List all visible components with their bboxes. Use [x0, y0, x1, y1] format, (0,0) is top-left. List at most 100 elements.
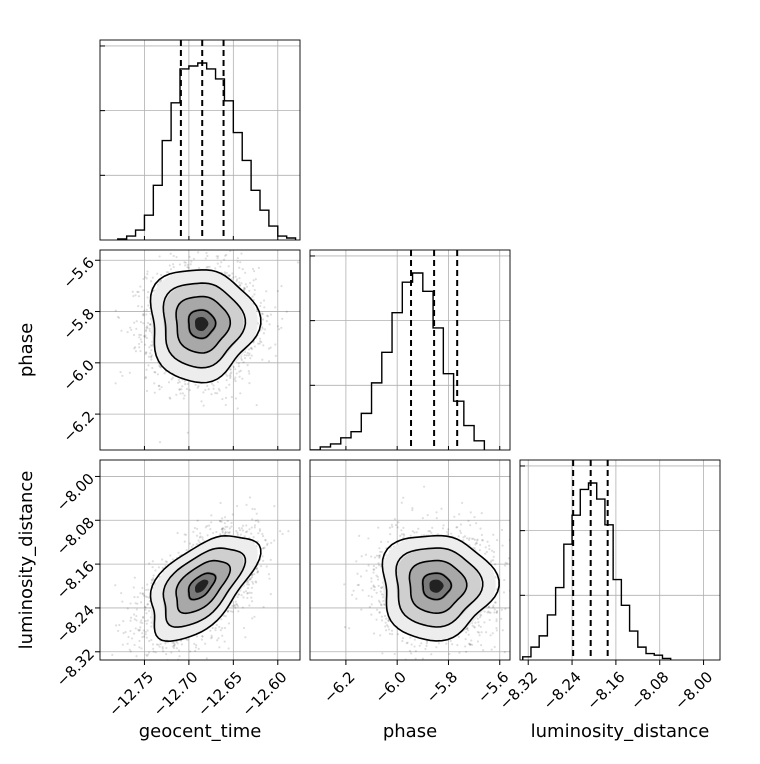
scatter-group — [104, 496, 290, 675]
sample-point — [233, 366, 235, 368]
sample-point — [146, 637, 148, 639]
sample-point — [260, 565, 262, 567]
sample-point — [261, 312, 263, 314]
sample-point — [221, 521, 223, 523]
sample-point — [178, 655, 180, 657]
sample-point — [228, 265, 230, 267]
sample-point — [194, 384, 196, 386]
sample-point — [197, 520, 199, 522]
sample-point — [130, 650, 132, 652]
sample-point — [235, 397, 237, 399]
sample-point — [207, 534, 209, 536]
sample-point — [145, 377, 147, 379]
sample-point — [218, 646, 220, 648]
sample-point — [251, 526, 253, 528]
sample-point — [117, 630, 119, 632]
sample-point — [242, 268, 244, 270]
sample-point — [170, 245, 172, 247]
sample-point — [143, 310, 145, 312]
panel-phase-geocent_time: −6.2−6.0−5.8−5.6 — [60, 226, 300, 450]
sample-point — [261, 555, 263, 557]
sample-point — [238, 362, 240, 364]
sample-point — [242, 361, 244, 363]
sample-point — [145, 654, 147, 656]
sample-point — [146, 273, 148, 275]
sample-point — [246, 354, 248, 356]
sample-point — [270, 593, 272, 595]
sample-point — [186, 266, 188, 268]
sample-point — [245, 504, 247, 506]
sample-point — [236, 532, 238, 534]
sample-point — [223, 259, 225, 261]
sample-point — [251, 581, 253, 583]
sample-point — [137, 291, 139, 293]
sample-point — [173, 255, 175, 257]
sample-point — [225, 373, 227, 375]
sample-point — [133, 644, 135, 646]
sample-point — [226, 379, 228, 381]
sample-point — [189, 389, 191, 391]
sample-point — [160, 643, 162, 645]
sample-point — [211, 635, 213, 637]
sample-point — [250, 577, 252, 579]
sample-point — [242, 606, 244, 608]
sample-point — [246, 583, 248, 585]
sample-point — [150, 349, 152, 351]
sample-point — [259, 338, 261, 340]
sample-point — [192, 531, 194, 533]
sample-point — [184, 264, 186, 266]
sample-point — [256, 571, 258, 573]
sample-point — [280, 327, 282, 329]
sample-point — [219, 244, 221, 246]
sample-point — [217, 257, 219, 259]
sample-point — [186, 549, 188, 551]
sample-point — [153, 382, 155, 384]
sample-point — [248, 348, 250, 350]
sample-point — [268, 323, 270, 325]
sample-point — [204, 643, 206, 645]
sample-point — [166, 561, 168, 563]
sample-point — [201, 635, 203, 637]
sample-point — [189, 542, 191, 544]
sample-point — [265, 290, 267, 292]
sample-point — [214, 627, 216, 629]
sample-point — [241, 378, 243, 380]
sample-point — [244, 636, 246, 638]
sample-point — [210, 521, 212, 523]
sample-point — [251, 617, 253, 619]
sample-point — [237, 257, 239, 259]
sample-point — [229, 274, 231, 276]
sample-point — [244, 357, 246, 359]
sample-point — [228, 647, 230, 649]
sample-point — [266, 320, 268, 322]
sample-point — [141, 306, 143, 308]
sample-point — [150, 355, 152, 357]
sample-point — [199, 541, 201, 543]
sample-point — [176, 532, 178, 534]
sample-point — [170, 253, 172, 255]
sample-point — [208, 388, 210, 390]
sample-point — [121, 375, 123, 377]
sample-point — [140, 321, 142, 323]
sample-point — [251, 354, 253, 356]
sample-point — [133, 322, 135, 324]
sample-point — [270, 559, 272, 561]
sample-point — [135, 655, 137, 657]
sample-point — [190, 263, 192, 265]
sample-point — [241, 527, 243, 529]
sample-point — [169, 397, 171, 399]
sample-point — [145, 589, 147, 591]
sample-point — [127, 331, 129, 333]
sample-point — [261, 359, 263, 361]
sample-point — [197, 251, 199, 253]
sample-point — [225, 615, 227, 617]
sample-point — [170, 268, 172, 270]
sample-point — [174, 643, 176, 645]
sample-point — [249, 496, 251, 498]
sample-point — [146, 390, 148, 392]
sample-point — [212, 627, 214, 629]
sample-point — [146, 583, 148, 585]
sample-point — [253, 270, 255, 272]
